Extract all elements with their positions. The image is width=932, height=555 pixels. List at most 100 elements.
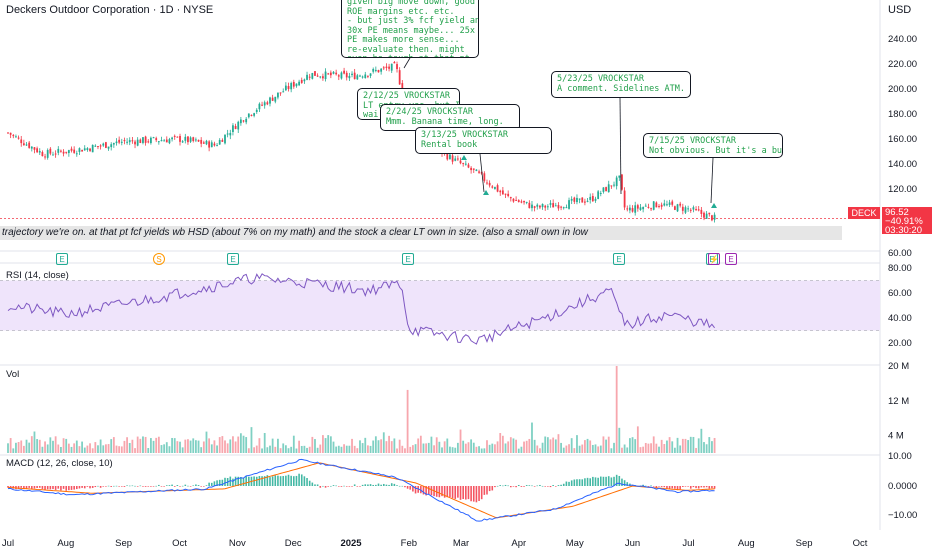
volume-bar [232, 436, 234, 453]
macd-histogram-bar [285, 475, 287, 486]
macd-histogram-bar [221, 479, 224, 486]
macd-histogram-bar [319, 486, 322, 488]
split-event-icon[interactable]: S [153, 253, 165, 265]
volume-bar [160, 445, 163, 453]
candle-body [237, 121, 240, 130]
macd-histogram-bar [165, 485, 168, 486]
candle-body [544, 205, 547, 208]
macd-histogram-bar [282, 476, 285, 486]
macd-histogram-bar [655, 486, 658, 488]
macd-histogram-bar [570, 480, 573, 486]
candle-body [245, 118, 248, 123]
candle-body [99, 145, 102, 147]
volume-bar [507, 441, 510, 453]
volume-bar [509, 437, 512, 453]
candle-body [552, 203, 555, 208]
macd-histogram-bar [158, 484, 160, 486]
macd-histogram-bar [390, 483, 393, 486]
macd-histogram-bar [502, 485, 504, 487]
macd-histogram-bar [697, 486, 700, 489]
volume-bar [647, 443, 650, 453]
last-price-tag: 96.52 −40.91% 03:30:20 [882, 207, 932, 235]
candle-body [509, 197, 512, 199]
volume-bar [618, 427, 621, 453]
symbol-title[interactable]: Deckers Outdoor Corporation · 1D · NYSE [6, 4, 214, 16]
candle-body [38, 151, 41, 153]
candle-body [97, 146, 99, 148]
candle-body [610, 185, 613, 187]
earnings-event-icon[interactable]: E [56, 253, 68, 265]
news-flash-icon[interactable]: ⚡ [708, 253, 720, 265]
earnings-event-icon[interactable]: E [613, 253, 625, 265]
macd-pane-label[interactable]: MACD (12, 26, close, 10) [6, 458, 113, 469]
earnings-upcoming-icon[interactable]: E [725, 253, 737, 265]
volume-bar [390, 441, 393, 453]
volume-bar [642, 446, 645, 453]
volume-bar [599, 445, 602, 453]
idea-note-5[interactable]: 5/23/25 VROCKSTAR A comment. Sidelines A… [551, 71, 691, 98]
macd-histogram-bar [332, 485, 335, 486]
macd-histogram-bar [554, 486, 557, 487]
macd-histogram-bar [168, 485, 171, 486]
volume-bar [221, 436, 224, 453]
rsi-tick: 80.00 [888, 263, 912, 274]
macd-histogram-bar [525, 485, 528, 486]
volume-bar [316, 447, 319, 453]
volume-bar [591, 444, 594, 453]
macd-histogram-bar [23, 486, 25, 490]
volume-bar [327, 435, 330, 453]
macd-histogram-bar [557, 485, 560, 486]
macd-histogram-bar [668, 486, 671, 489]
candle-body [126, 141, 128, 143]
earnings-event-icon[interactable]: E [402, 253, 414, 265]
macd-histogram-bar [102, 486, 105, 487]
volume-bar [634, 439, 637, 453]
volume-bar [25, 439, 28, 453]
volume-bar [494, 444, 496, 453]
macd-histogram-bar [28, 486, 30, 488]
candle-body [673, 206, 676, 210]
volume-bar [52, 440, 54, 453]
time-axis-tick: Oct [853, 538, 868, 549]
macd-histogram-bar [457, 486, 459, 498]
buy-signal-icon [483, 190, 489, 195]
time-axis-tick: Mar [453, 538, 469, 549]
volume-bar [49, 437, 52, 453]
volume-bar [197, 440, 200, 453]
candle-body [224, 134, 226, 144]
earnings-event-icon[interactable]: E [227, 253, 239, 265]
volume-bar [263, 432, 266, 453]
candle-body [655, 202, 658, 208]
candle-body [472, 168, 475, 170]
candle-body [91, 144, 94, 153]
time-axis-tick: Aug [738, 538, 755, 549]
candle-body [467, 164, 470, 168]
candle-body [52, 154, 54, 156]
macd-histogram-bar [208, 482, 210, 486]
macd-histogram-bar [549, 486, 552, 488]
volume-bar [60, 446, 62, 453]
idea-note-4[interactable]: 3/13/25 VROCKSTAR Rental book [415, 127, 552, 154]
volume-bar [539, 448, 541, 453]
volume-bar [425, 443, 428, 453]
macd-histogram-bar [359, 486, 361, 487]
macd-histogram-bar [62, 486, 65, 489]
rsi-pane-label[interactable]: RSI (14, close) [6, 270, 69, 281]
volume-bar [404, 448, 406, 453]
candle-body [515, 199, 518, 201]
candle-body [483, 173, 486, 181]
vol-pane-label[interactable]: Vol [6, 369, 20, 380]
macd-histogram-bar [504, 484, 507, 486]
volume-bar [464, 443, 467, 453]
idea-note-1[interactable]: given big move down, good ROE margins et… [341, 0, 479, 58]
volume-bar [655, 443, 658, 453]
volume-bar [581, 444, 584, 453]
macd-histogram-bar [57, 486, 60, 489]
macd-histogram-bar [642, 484, 644, 486]
volume-bar [695, 447, 697, 453]
macd-histogram-bar [203, 486, 205, 487]
idea-note-6[interactable]: 7/15/25 VROCKSTAR Not obvious. But it's … [643, 133, 783, 158]
idea-note-3[interactable]: 2/24/25 VROCKSTAR Mmm. Banana time, long… [380, 104, 520, 131]
